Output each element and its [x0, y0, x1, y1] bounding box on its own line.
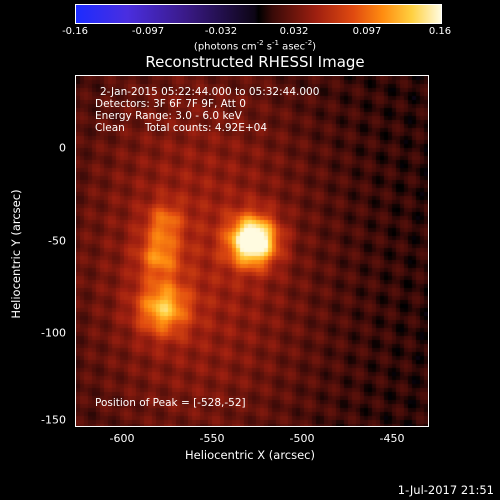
x-tick-label: -550 [199, 432, 225, 445]
chart-title: Reconstructed RHESSI Image [145, 53, 365, 71]
x-tick-label: -500 [289, 432, 315, 445]
info-algorithm: Clean [95, 122, 125, 134]
colorbar-unit-label: (photons cm-2 s-1 asec-2) [193, 39, 317, 53]
colorbar [75, 4, 442, 24]
info-total-counts: Total counts: 4.92E+04 [145, 122, 268, 134]
y-tick-label: -150 [41, 413, 66, 427]
colorbar-tick: -0.097 [131, 26, 165, 37]
x-axis-label: Heliocentric X (arcsec) [185, 448, 315, 462]
info-time-range: 2-Jan-2015 05:22:44.000 to 05:32:44.000 [100, 86, 320, 98]
colorbar-tick: -0.16 [62, 26, 88, 37]
info-energy-range: Energy Range: 3.0 - 6.0 keV [95, 110, 242, 122]
y-axis-label: Heliocentric Y (arcsec) [9, 189, 23, 319]
colorbar-tick: -0.032 [204, 26, 238, 37]
colorbar-tick: 0.16 [428, 26, 452, 37]
x-tick-label: -600 [109, 432, 135, 445]
y-tick-label: -50 [48, 234, 66, 248]
timestamp: 1-Jul-2017 21:51 [397, 483, 494, 497]
y-tick-label: -100 [41, 326, 66, 340]
x-tick-label: -450 [379, 432, 405, 445]
info-detectors: Detectors: 3F 6F 7F 9F, Att 0 [95, 98, 246, 110]
colorbar-tick: 0.032 [279, 26, 309, 37]
heatmap-image [76, 76, 428, 426]
plot-area [75, 75, 429, 427]
y-tick-label: 0 [59, 141, 66, 155]
colorbar-tick: 0.097 [352, 26, 382, 37]
info-peak-position: Position of Peak = [-528,-52] [95, 397, 246, 409]
